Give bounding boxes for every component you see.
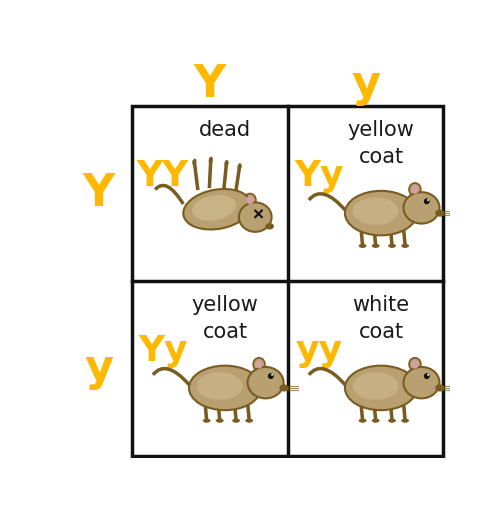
Ellipse shape xyxy=(401,244,409,248)
Text: yellow
coat: yellow coat xyxy=(348,121,414,167)
Ellipse shape xyxy=(209,157,213,164)
Text: Yy: Yy xyxy=(294,159,344,193)
Ellipse shape xyxy=(359,244,367,248)
Ellipse shape xyxy=(353,197,399,225)
Ellipse shape xyxy=(253,358,265,371)
Text: yellow
coat: yellow coat xyxy=(192,295,259,341)
Ellipse shape xyxy=(424,373,430,379)
Ellipse shape xyxy=(203,419,210,423)
Ellipse shape xyxy=(427,374,429,376)
Text: Y: Y xyxy=(193,63,225,107)
Text: dead: dead xyxy=(199,121,252,141)
Ellipse shape xyxy=(427,199,429,201)
Ellipse shape xyxy=(372,244,380,248)
Ellipse shape xyxy=(237,163,241,170)
Text: yy: yy xyxy=(295,334,342,368)
Ellipse shape xyxy=(359,419,367,423)
Ellipse shape xyxy=(411,185,418,194)
Ellipse shape xyxy=(271,374,273,376)
Ellipse shape xyxy=(409,183,421,196)
Ellipse shape xyxy=(403,367,439,399)
Ellipse shape xyxy=(256,360,263,369)
Ellipse shape xyxy=(388,419,396,423)
Ellipse shape xyxy=(247,367,284,399)
Ellipse shape xyxy=(435,210,444,217)
Ellipse shape xyxy=(246,196,254,204)
Ellipse shape xyxy=(266,223,274,230)
Ellipse shape xyxy=(411,360,418,369)
Ellipse shape xyxy=(403,192,439,224)
Ellipse shape xyxy=(239,202,272,232)
Ellipse shape xyxy=(401,419,409,423)
Text: y: y xyxy=(351,63,380,107)
Ellipse shape xyxy=(216,419,223,423)
Ellipse shape xyxy=(224,160,228,167)
Ellipse shape xyxy=(409,358,421,371)
Ellipse shape xyxy=(189,366,261,410)
Ellipse shape xyxy=(435,384,444,391)
Ellipse shape xyxy=(280,384,289,391)
Text: Yy: Yy xyxy=(138,334,187,368)
Ellipse shape xyxy=(372,419,380,423)
Ellipse shape xyxy=(192,159,196,166)
Ellipse shape xyxy=(388,244,396,248)
Text: y: y xyxy=(84,347,113,390)
Ellipse shape xyxy=(197,372,242,400)
Ellipse shape xyxy=(268,373,274,379)
Text: YY: YY xyxy=(137,159,189,193)
Ellipse shape xyxy=(424,198,430,204)
Ellipse shape xyxy=(245,419,253,423)
Ellipse shape xyxy=(345,366,417,410)
Ellipse shape xyxy=(353,372,399,400)
Ellipse shape xyxy=(192,195,236,221)
Ellipse shape xyxy=(345,191,417,235)
Bar xyxy=(132,107,443,456)
Text: white
coat: white coat xyxy=(353,295,410,341)
Text: Y: Y xyxy=(83,173,115,215)
Ellipse shape xyxy=(232,419,240,423)
Ellipse shape xyxy=(183,189,252,230)
Ellipse shape xyxy=(244,194,256,207)
